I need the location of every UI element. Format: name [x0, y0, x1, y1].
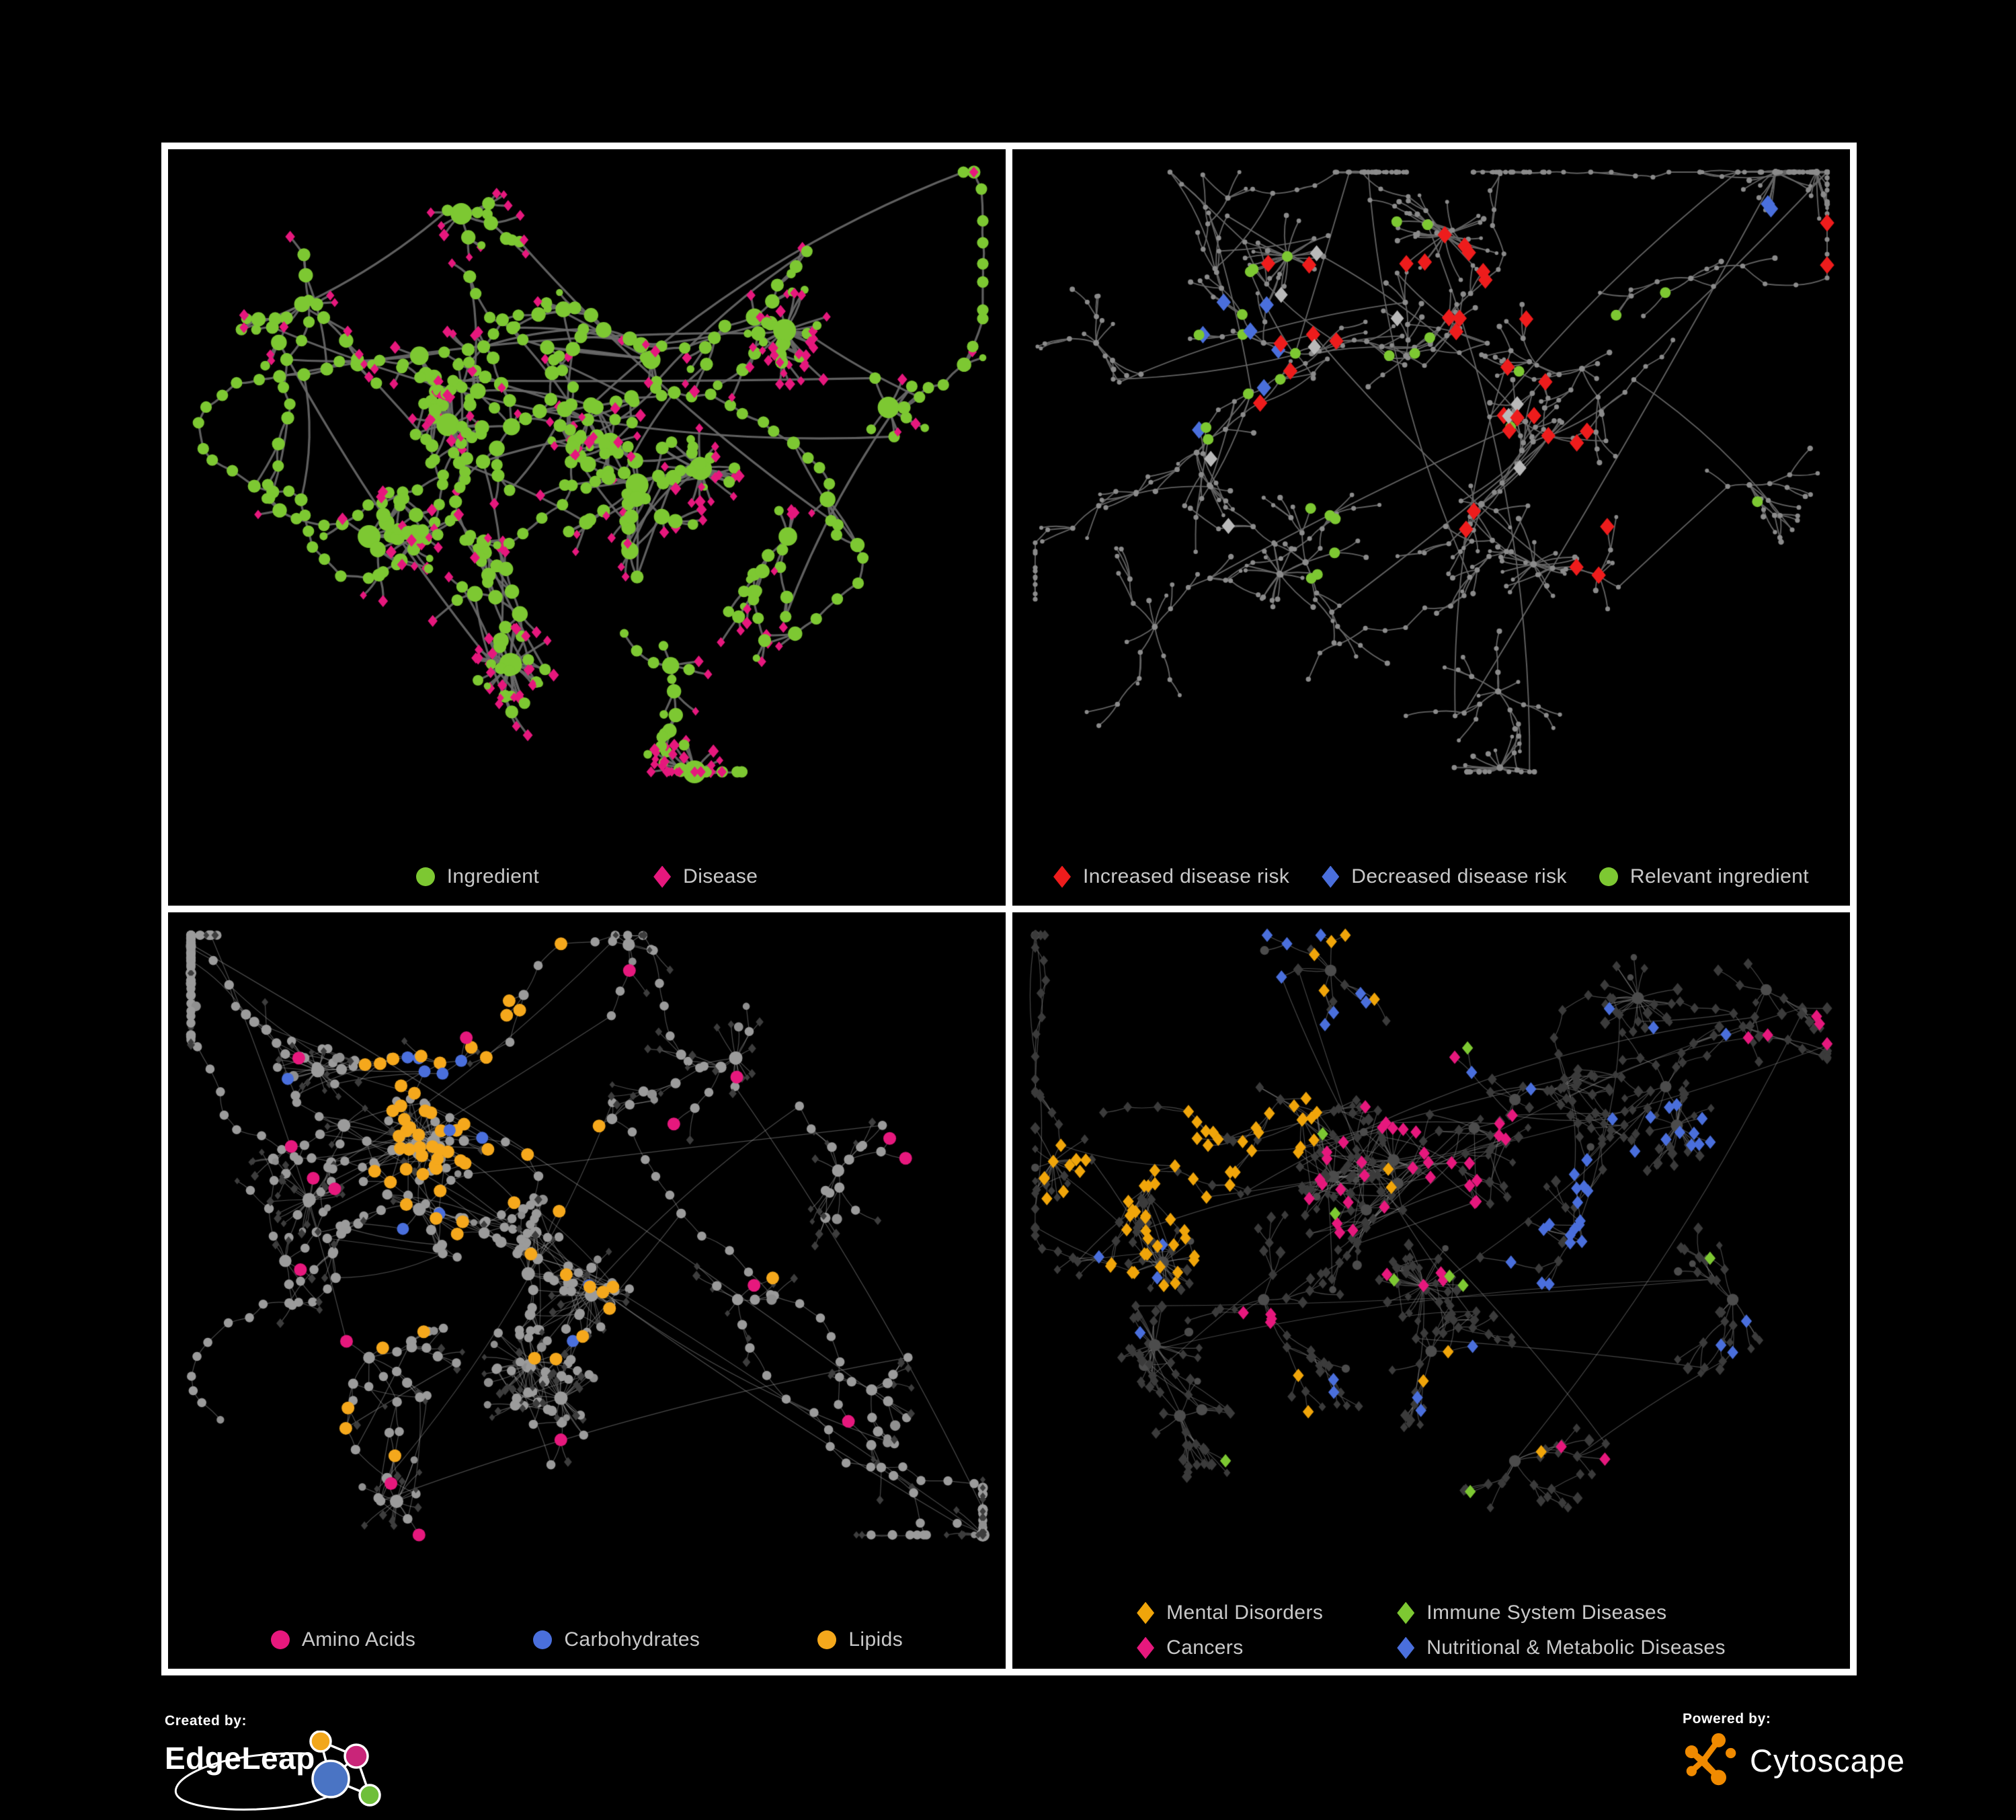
legend-nutrient-classes: Amino Acids Carbohydrates Lipids [168, 1628, 1006, 1651]
legend-label: Increased disease risk [1083, 865, 1290, 887]
edgeleap-brand: EdgeLeap [165, 1731, 407, 1811]
edgeleap-brand-name: EdgeLeap [165, 1741, 315, 1776]
decreased-risk-marker-icon [1322, 865, 1340, 888]
legend-label: Cancers [1166, 1636, 1244, 1659]
legend-item-disease: Disease [653, 865, 758, 888]
legend-item-ingredient: Ingredient [415, 865, 540, 888]
amino-acids-marker-icon [270, 1630, 290, 1649]
panel-disease-risk: Increased disease risk Decreased disease… [1012, 149, 1850, 906]
network-canvas-nutrient-classes [168, 912, 1006, 1669]
disease-marker-icon [653, 865, 672, 888]
ingredient-marker-icon [415, 867, 435, 886]
legend-item-increased-risk: Increased disease risk [1053, 865, 1289, 888]
powered-by-block: Powered by: Cytosc [1683, 1711, 1905, 1789]
legend-item-immune-system-diseases: Immune System Diseases [1397, 1601, 1726, 1624]
panel-disease-categories: Mental Disorders Immune System Diseases … [1012, 912, 1850, 1669]
legend-disease-risk: Increased disease risk Decreased disease… [1012, 865, 1850, 888]
legend-label: Disease [683, 865, 758, 887]
cytoscape-logo-icon [1685, 1733, 1736, 1786]
created-by-block: Created by: EdgeLeap [165, 1713, 407, 1811]
legend-disease-categories: Mental Disorders Immune System Diseases … [1137, 1601, 1726, 1659]
cancers-marker-icon [1137, 1636, 1155, 1659]
legend-label: Nutritional & Metabolic Diseases [1426, 1636, 1726, 1659]
legend-item-carbohydrates: Carbohydrates [533, 1628, 700, 1651]
legend-item-decreased-risk: Decreased disease risk [1322, 865, 1567, 888]
created-by-label: Created by: [165, 1713, 247, 1729]
legend-item-amino-acids: Amino Acids [270, 1628, 416, 1651]
legend-label: Lipids [848, 1628, 903, 1651]
legend-item-cancers: Cancers [1137, 1636, 1323, 1659]
network-canvas-disease-risk [1012, 149, 1850, 906]
nutritional-metabolic-marker-icon [1397, 1636, 1415, 1659]
lipids-marker-icon [817, 1630, 837, 1649]
network-canvas-disease-categories [1012, 912, 1850, 1669]
legend-label: Relevant ingredient [1629, 865, 1809, 887]
network-canvas-ingredient-disease [168, 149, 1006, 906]
legend-label: Immune System Diseases [1426, 1601, 1667, 1624]
panel-ingredient-disease: Ingredient Disease [168, 149, 1006, 906]
edgeleap-logo-icon [174, 1731, 381, 1811]
immune-system-diseases-marker-icon [1397, 1601, 1415, 1624]
carbohydrates-marker-icon [533, 1630, 553, 1649]
panel-grid: Ingredient Disease Increased disease ris… [161, 143, 1857, 1675]
increased-risk-marker-icon [1053, 865, 1071, 888]
legend-item-relevant-ingredient: Relevant ingredient [1599, 865, 1809, 888]
relevant-ingredient-marker-icon [1599, 867, 1618, 886]
panel-nutrient-classes: Amino Acids Carbohydrates Lipids [168, 912, 1006, 1669]
powered-by-label: Powered by: [1683, 1711, 1771, 1727]
legend-label: Carbohydrates [564, 1628, 700, 1651]
legend-item-nutritional-metabolic-diseases: Nutritional & Metabolic Diseases [1397, 1636, 1726, 1659]
legend-label: Amino Acids [301, 1628, 416, 1651]
legend-label: Mental Disorders [1166, 1601, 1324, 1624]
legend-item-mental-disorders: Mental Disorders [1137, 1601, 1323, 1624]
legend-label: Ingredient [446, 865, 540, 887]
legend-label: Decreased disease risk [1351, 865, 1567, 887]
mental-disorders-marker-icon [1137, 1601, 1155, 1624]
legend-item-lipids: Lipids [817, 1628, 903, 1651]
legend-ingredient-disease: Ingredient Disease [168, 865, 1006, 888]
cytoscape-brand-name: Cytoscape [1750, 1742, 1906, 1778]
